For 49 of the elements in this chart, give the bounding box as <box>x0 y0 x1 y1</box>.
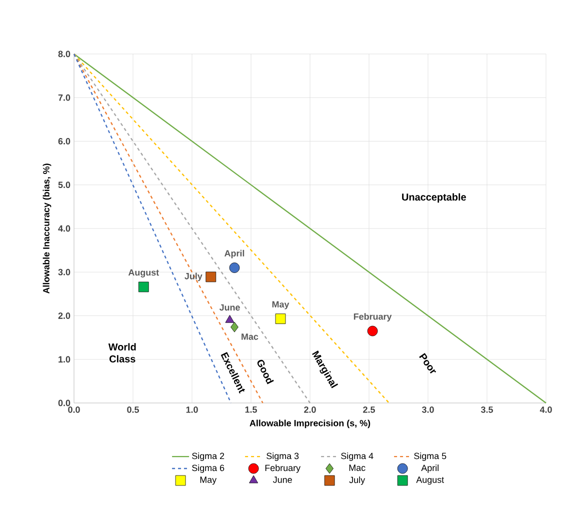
x-tick-label: 2.5 <box>363 406 375 413</box>
legend-label: Sigma 4 <box>341 452 374 461</box>
legend-label: Sigma 3 <box>266 452 299 461</box>
x-tick-label: 2.0 <box>304 406 316 413</box>
annotation: World Class <box>108 343 136 362</box>
x-axis-title: Allowable Imprecision (s, %) <box>250 420 370 428</box>
x-tick-label: 1.5 <box>245 406 257 413</box>
legend-label: August <box>416 476 444 485</box>
annotation: Unacceptable <box>402 193 466 203</box>
x-tick-label: 0.5 <box>127 406 139 413</box>
legend-label: Mac <box>349 464 366 471</box>
text: February <box>354 313 392 322</box>
point <box>206 272 216 282</box>
x-tick-label: 0.0 <box>68 406 80 413</box>
legend-label: July <box>349 476 366 485</box>
legend-label: Sigma 6 <box>192 464 224 473</box>
point <box>230 322 238 332</box>
x-tick-label: 4.0 <box>540 406 552 413</box>
annotation: Good <box>257 360 274 384</box>
y-tick-label: 2.0 <box>58 312 70 319</box>
text: April <box>224 250 244 258</box>
legend-label: Sigma 5 <box>414 452 446 461</box>
text: May <box>272 301 290 310</box>
legend-label: Sigma 2 <box>192 452 224 461</box>
x-tick-label: 3.0 <box>422 406 434 413</box>
point <box>225 314 234 323</box>
text: August <box>128 269 159 278</box>
x-tick-label: 1.0 <box>186 406 198 413</box>
point <box>367 326 378 336</box>
point <box>138 282 149 292</box>
text: June <box>219 304 240 311</box>
y-tick-label: 3.0 <box>58 268 70 276</box>
y-axis-title: Allowable Inaccuracy (bias, %) <box>42 164 52 294</box>
x-tick-label: 3.5 <box>480 406 493 413</box>
y-tick-label: 8.0 <box>58 50 70 58</box>
y-tick-label: 0.0 <box>58 400 70 406</box>
legend-label: June <box>273 476 292 483</box>
y-tick-label: 7.0 <box>58 94 70 101</box>
point <box>275 314 286 324</box>
y-tick-label: 4.0 <box>58 225 70 232</box>
y-tick-label: 1.0 <box>58 356 70 363</box>
legend-label: February <box>265 464 301 473</box>
text: Mac <box>242 334 258 340</box>
point <box>229 262 240 273</box>
legend-label: May <box>200 476 217 485</box>
text: July <box>184 272 202 282</box>
legend-label: April <box>421 464 438 473</box>
y-tick-label: 6.0 <box>58 138 70 144</box>
y-tick-label: 5.0 <box>58 182 70 188</box>
